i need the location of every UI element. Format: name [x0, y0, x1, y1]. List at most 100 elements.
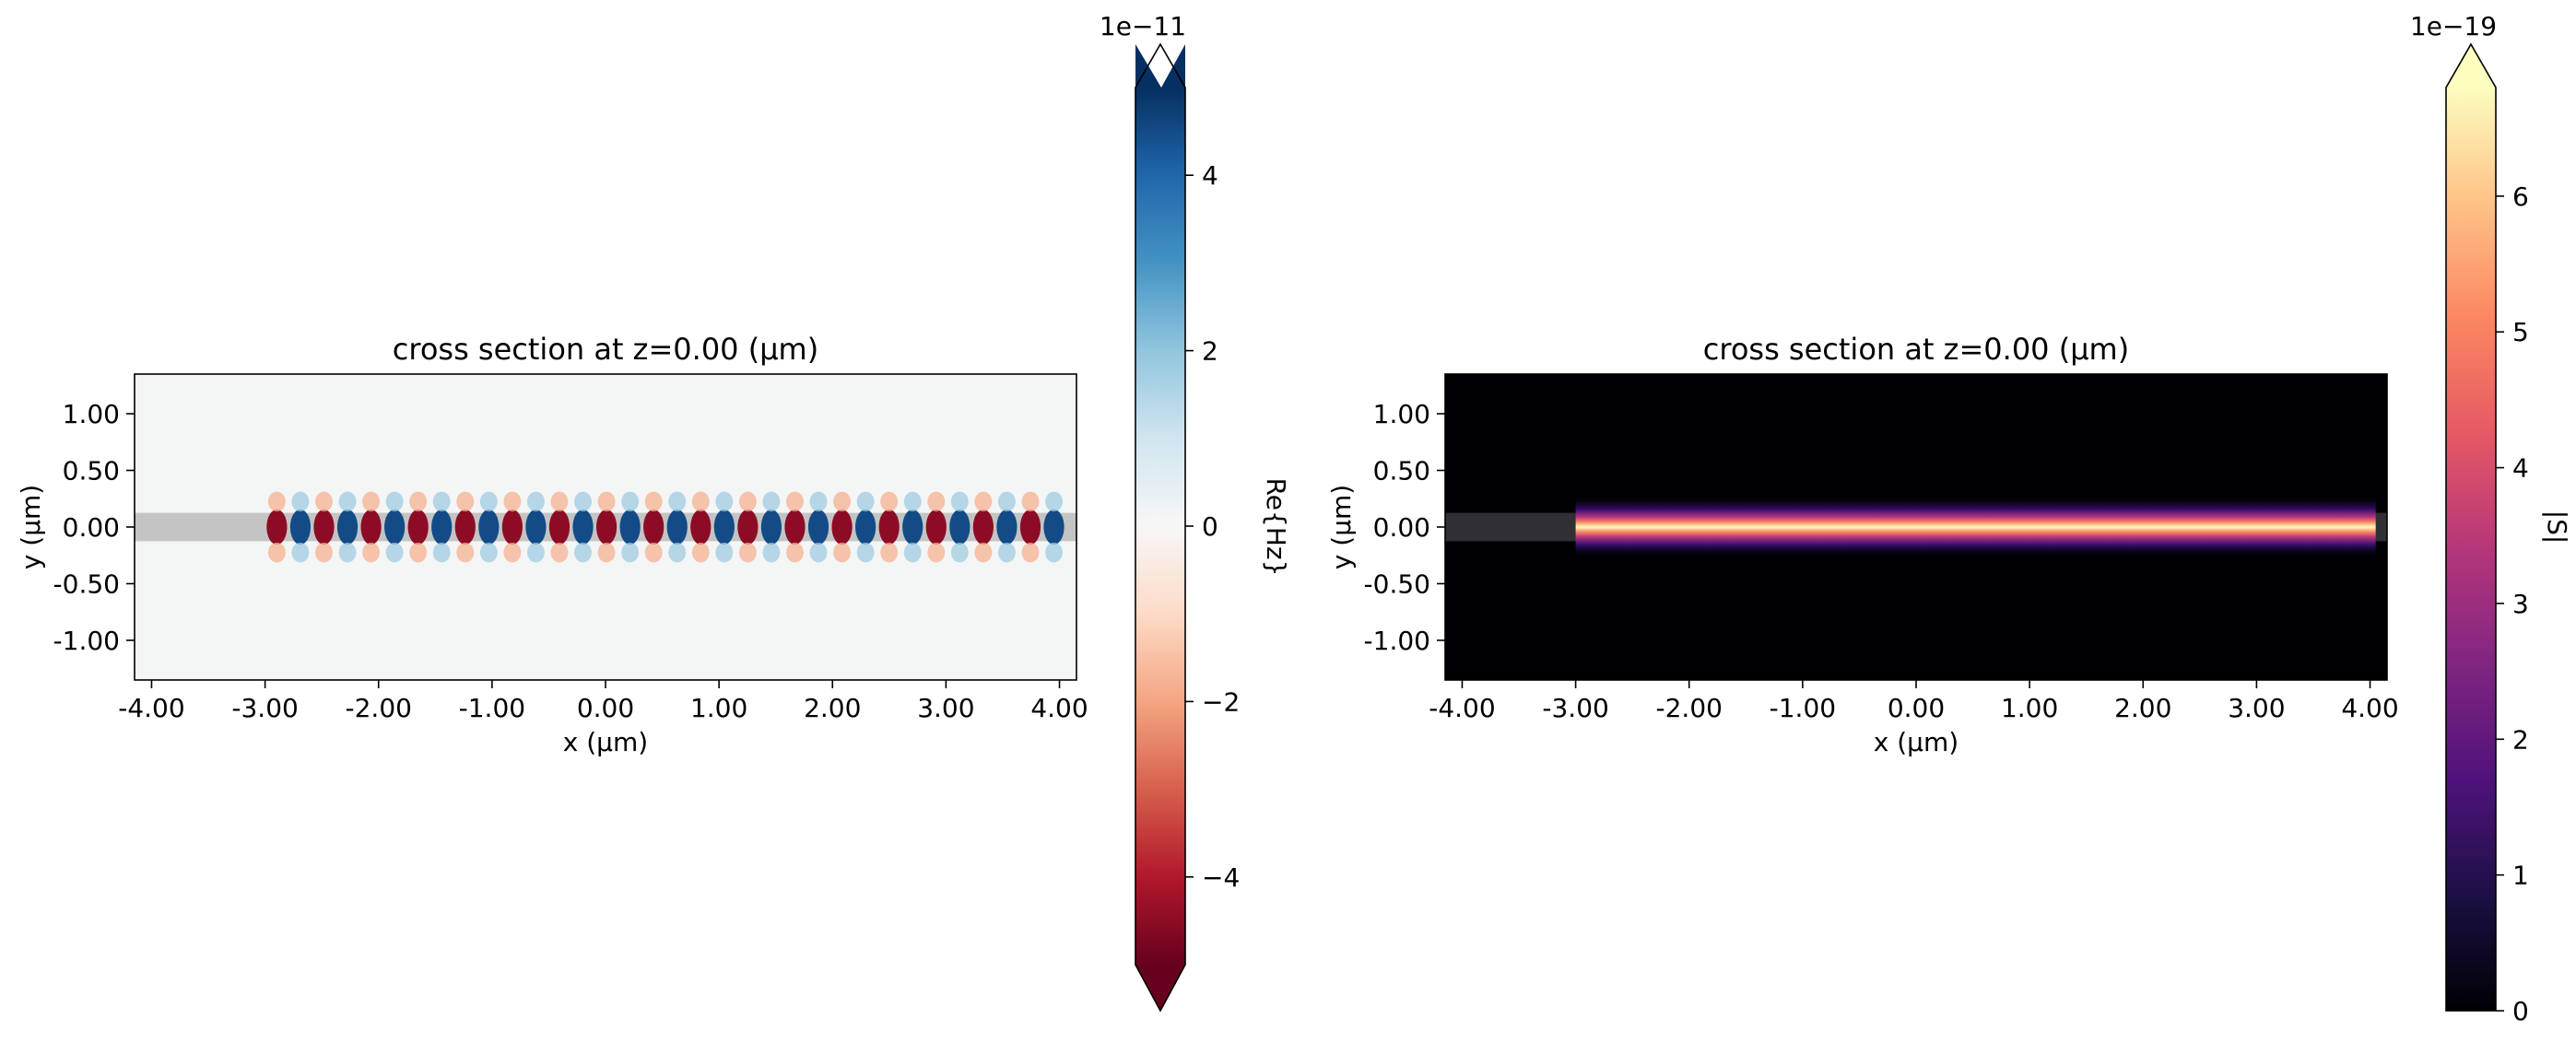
field-tail [409, 542, 428, 563]
x-tick-label: 2.00 [804, 693, 861, 723]
field-lobe [360, 509, 382, 545]
y-tick-label: -1.00 [1364, 626, 1430, 656]
field-tail [550, 491, 569, 512]
field-tail [385, 542, 404, 563]
field-tail [574, 542, 592, 563]
field-lobe [949, 509, 970, 545]
field-tail [362, 491, 381, 512]
field-lobe [384, 509, 406, 545]
field-tail [1021, 491, 1040, 512]
left-colorbar-offset: 1e−11 [1100, 11, 1186, 41]
field-tail [644, 491, 663, 512]
field-lobe [807, 509, 829, 545]
colorbar-tick-label: 5 [2512, 317, 2529, 347]
x-tick-label: 4.00 [2341, 693, 2398, 723]
colorbar-tick-label: −2 [1202, 686, 1240, 717]
field-tail [291, 542, 310, 563]
field-lobe [902, 509, 923, 545]
field-tail [574, 491, 592, 512]
field-tail [385, 491, 404, 512]
field-tail [621, 542, 640, 563]
x-tick-label: 0.00 [1888, 693, 1945, 723]
x-tick-label: -2.00 [346, 693, 412, 723]
field-tail [338, 542, 357, 563]
right-field-map [1445, 496, 2387, 558]
colorbar-tick-label: 4 [2512, 453, 2529, 484]
right-colorbar-ticks: 6 5 4 3 2 1 0 [2496, 182, 2529, 1026]
field-tail [950, 491, 969, 512]
field-tail [526, 542, 545, 563]
field-lobe [548, 509, 570, 545]
field-tail [738, 491, 757, 512]
field-lobe [784, 509, 806, 545]
field-tail [479, 491, 498, 512]
right-x-axis-label: x (μm) [1874, 727, 1958, 757]
y-tick-label: -1.00 [53, 626, 120, 656]
colorbar-tick-label: 3 [2512, 589, 2529, 619]
field-tail [715, 491, 734, 512]
field-lobe [525, 509, 547, 545]
y-tick-label: 0.00 [1373, 512, 1430, 543]
field-tail [997, 491, 1016, 512]
y-tick-label: 1.00 [63, 399, 120, 429]
left-colorbar: 1e−11 4 2 0 −2 −4 Re{Hz} [1100, 11, 1291, 1013]
right-x-axis: -4.00 -3.00 -2.00 -1.00 0.00 1.00 2.00 3.00 4.00 [1429, 680, 2399, 723]
left-field-map [135, 491, 1076, 563]
field-tail [903, 542, 922, 563]
field-tail [880, 542, 899, 563]
field-lobe [690, 509, 712, 545]
right-colorbar-bar [2446, 88, 2496, 1011]
field-tail [526, 491, 545, 512]
field-lobe [313, 509, 335, 545]
field-tail [880, 491, 899, 512]
left-colorbar-outline [1135, 42, 1186, 1013]
field-lobe [478, 509, 500, 545]
field-tail [1021, 542, 1040, 563]
field-tail [997, 542, 1016, 563]
field-tail [715, 542, 734, 563]
field-tail [432, 491, 451, 512]
field-tail [291, 491, 310, 512]
left-colorbar-extend-min [1135, 965, 1185, 1011]
field-lobe [431, 509, 453, 545]
field-lobe [878, 509, 900, 545]
x-tick-label: 1.00 [2001, 693, 2058, 723]
right-chart-title: cross section at z=0.00 (μm) [1703, 332, 2129, 367]
x-tick-label: -3.00 [1542, 693, 1608, 723]
x-tick-label: -1.00 [1770, 693, 1836, 723]
right-colorbar: 1e−19 6 5 4 3 2 1 0 |S| [2410, 11, 2572, 1026]
field-lobe [407, 509, 429, 545]
field-tail [974, 491, 993, 512]
field-tail [479, 542, 498, 563]
field-tail [338, 491, 357, 512]
field-tail [267, 542, 286, 563]
field-lobe [1019, 509, 1041, 545]
right-y-axis: 1.00 0.50 0.00 -0.50 -1.00 [1364, 399, 1445, 656]
field-tail [668, 491, 687, 512]
field-tail [362, 542, 381, 563]
field-tail [927, 491, 946, 512]
field-lobe [713, 509, 735, 545]
field-tail [809, 542, 828, 563]
field-tail [1045, 542, 1063, 563]
field-tail [432, 542, 451, 563]
right-y-axis-label: y (μm) [1326, 485, 1357, 569]
field-tail [738, 542, 757, 563]
right-colorbar-offset: 1e−19 [2410, 11, 2497, 41]
field-tail [833, 542, 852, 563]
x-tick-label: -4.00 [1429, 693, 1495, 723]
y-tick-label: -0.50 [1364, 568, 1430, 599]
field-lobe [1043, 509, 1065, 545]
colorbar-tick-label: 0 [2512, 996, 2529, 1026]
right-colorbar-label: |S| [2542, 510, 2572, 545]
colorbar-tick-label: 0 [1202, 511, 1218, 542]
field-lobe [572, 509, 594, 545]
right-colorbar-extend-max [2446, 44, 2496, 88]
x-tick-label: -4.00 [118, 693, 184, 723]
field-tail [950, 542, 969, 563]
field-tail [762, 542, 781, 563]
left-colorbar-bar [1135, 88, 1185, 965]
left-panel: cross section at z=0.00 (μm) -4.00 -3.00-… [16, 332, 1088, 757]
left-y-axis-label: y (μm) [16, 485, 46, 569]
field-tail [691, 542, 710, 563]
